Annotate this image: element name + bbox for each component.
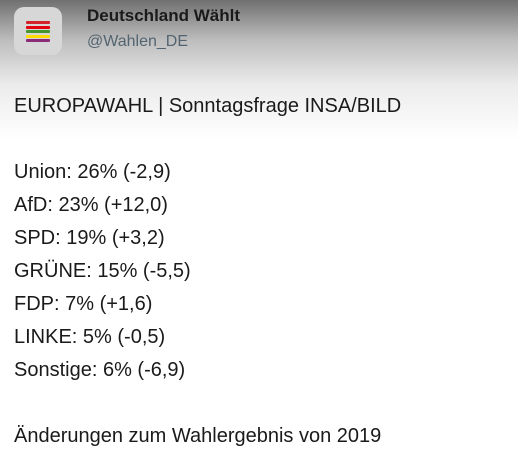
result-line-fdp: FDP: 7% (+1,6) bbox=[14, 293, 153, 315]
result-line-afd: AfD: 23% (+12,0) bbox=[14, 194, 168, 216]
blank-line bbox=[14, 123, 508, 156]
result-line-sonstige: Sonstige: 6% (-6,9) bbox=[14, 359, 186, 381]
blank-line bbox=[14, 387, 508, 420]
display-name[interactable]: Deutschland Wählt bbox=[87, 6, 241, 25]
result-line-gruene: GRÜNE: 15% (-5,5) bbox=[14, 260, 191, 282]
party-colors-flag-icon bbox=[26, 21, 50, 43]
tweet-text: EUROPAWAHL | Sonntagsfrage INSA/BILD Uni… bbox=[14, 90, 508, 453]
avatar[interactable] bbox=[14, 7, 62, 55]
flag-stripe bbox=[26, 39, 50, 42]
flag-stripe bbox=[26, 34, 50, 38]
result-line-spd: SPD: 19% (+3,2) bbox=[14, 227, 165, 249]
result-line-union: Union: 26% (-2,9) bbox=[14, 161, 171, 183]
tweet-footer-note: Änderungen zum Wahlergebnis von 2019 bbox=[14, 425, 382, 447]
flag-stripe bbox=[26, 25, 50, 29]
result-line-linke: LINKE: 5% (-0,5) bbox=[14, 326, 166, 348]
flag-stripe bbox=[26, 30, 50, 33]
flag-stripe bbox=[26, 21, 50, 24]
account-handle[interactable]: @Wahlen_DE bbox=[87, 33, 189, 50]
tweet-headline: EUROPAWAHL | Sonntagsfrage INSA/BILD bbox=[14, 95, 402, 117]
